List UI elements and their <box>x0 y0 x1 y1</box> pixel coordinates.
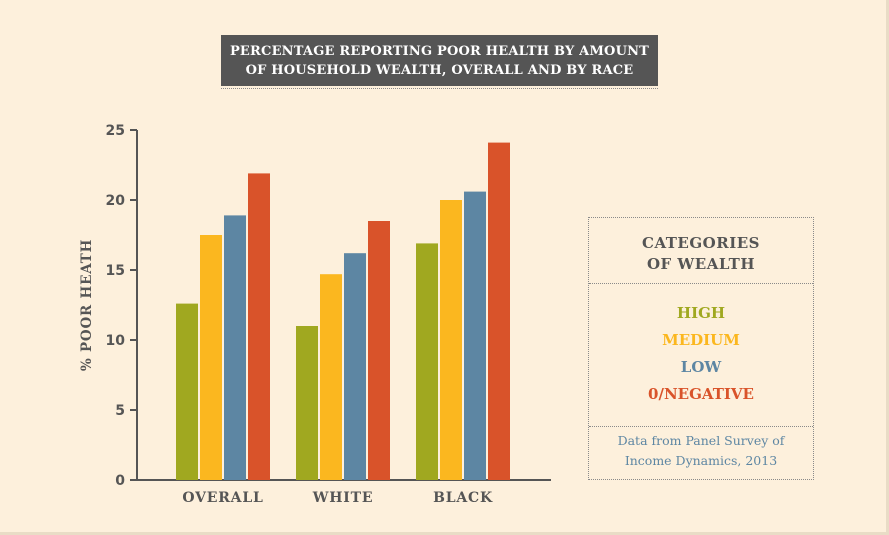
y-tick-label: 0 <box>115 473 125 489</box>
chart-title-banner: PERCENTAGE REPORTING POOR HEALTH BY AMOU… <box>221 35 658 86</box>
bar <box>176 303 198 480</box>
bar <box>416 243 438 480</box>
data-source-line: Data from Panel Survey of <box>617 433 785 448</box>
title-dotted-rule <box>221 88 658 89</box>
x-category-label: WHITE <box>312 490 374 506</box>
y-tick-label: 15 <box>106 263 125 279</box>
legend-divider <box>589 283 813 284</box>
bar <box>224 215 246 480</box>
bar <box>344 253 366 480</box>
legend-items: HIGH MEDIUM LOW 0/NEGATIVE <box>589 300 813 408</box>
legend-title-line: OF WEALTH <box>646 255 755 273</box>
legend-item: LOW <box>680 358 722 376</box>
bar <box>440 200 462 480</box>
y-tick-label: 20 <box>106 193 126 209</box>
bar <box>296 326 318 480</box>
bar <box>488 142 510 480</box>
data-source-note: Data from Panel Survey of Income Dynamic… <box>589 431 813 471</box>
legend-title-line: CATEGORIES <box>642 234 760 252</box>
bar <box>368 221 390 480</box>
bar <box>248 173 270 480</box>
legend-item: HIGH <box>676 304 726 322</box>
bar <box>320 274 342 480</box>
data-source-line: Income Dynamics, 2013 <box>624 453 778 468</box>
y-tick-label: 25 <box>106 123 125 139</box>
legend-item: MEDIUM <box>662 331 740 349</box>
chart-title: PERCENTAGE REPORTING POOR HEALTH BY AMOU… <box>229 43 650 78</box>
y-tick-label: 10 <box>106 333 126 349</box>
legend-divider <box>589 426 813 427</box>
y-axis-label: % POOR HEATH <box>79 239 95 371</box>
x-category-label: OVERALL <box>182 490 263 506</box>
legend-title: CATEGORIES OF WEALTH <box>589 233 813 275</box>
bar <box>464 191 486 480</box>
y-tick-label: 5 <box>115 403 125 419</box>
bar <box>200 235 222 480</box>
x-category-label: BLACK <box>433 490 493 506</box>
legend-box: CATEGORIES OF WEALTH HIGH MEDIUM LOW 0/NEGA… <box>588 217 814 480</box>
legend-item: 0/NEGATIVE <box>648 385 754 403</box>
